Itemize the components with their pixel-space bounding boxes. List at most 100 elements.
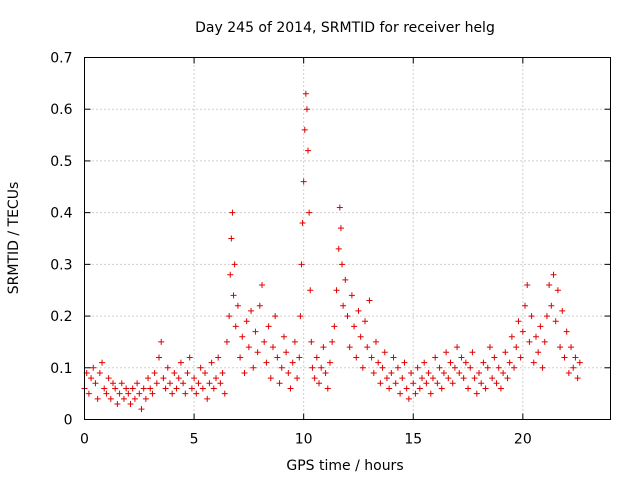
data-point bbox=[261, 338, 268, 345]
data-point bbox=[379, 364, 386, 371]
data-point bbox=[449, 380, 456, 387]
y-tick-label: 0.4 bbox=[50, 206, 72, 222]
data-point bbox=[202, 369, 209, 376]
data-point bbox=[348, 292, 355, 299]
data-point bbox=[543, 313, 550, 320]
data-point bbox=[129, 385, 136, 392]
data-point bbox=[171, 369, 178, 376]
data-point bbox=[390, 354, 397, 361]
axis-ticks bbox=[84, 57, 611, 420]
data-point bbox=[416, 385, 423, 392]
data-point bbox=[320, 344, 327, 351]
data-point bbox=[570, 364, 577, 371]
data-point bbox=[508, 333, 515, 340]
data-point bbox=[568, 344, 575, 351]
data-point bbox=[123, 385, 130, 392]
data-point bbox=[227, 271, 234, 278]
data-point bbox=[386, 385, 393, 392]
data-point bbox=[138, 406, 145, 413]
data-point bbox=[193, 390, 200, 397]
data-point bbox=[125, 390, 132, 397]
data-point bbox=[99, 359, 106, 366]
data-point bbox=[229, 209, 236, 216]
data-point bbox=[145, 375, 152, 382]
data-point bbox=[267, 375, 274, 382]
data-point bbox=[484, 364, 491, 371]
data-point bbox=[276, 380, 283, 387]
data-point bbox=[160, 375, 167, 382]
data-point bbox=[151, 369, 158, 376]
data-point bbox=[486, 344, 493, 351]
data-point bbox=[351, 323, 358, 330]
data-point bbox=[460, 375, 467, 382]
data-point bbox=[513, 344, 520, 351]
data-point bbox=[228, 235, 235, 242]
data-point bbox=[96, 369, 103, 376]
data-point bbox=[204, 395, 211, 402]
data-point bbox=[469, 349, 476, 356]
data-point bbox=[188, 385, 195, 392]
y-tick-label: 0 bbox=[64, 413, 73, 429]
data-point bbox=[199, 385, 206, 392]
data-point bbox=[443, 349, 450, 356]
data-point bbox=[291, 338, 298, 345]
plot-frame bbox=[84, 57, 611, 420]
data-point bbox=[103, 390, 110, 397]
data-point bbox=[482, 385, 489, 392]
data-point bbox=[336, 204, 343, 211]
data-point bbox=[280, 333, 287, 340]
data-point bbox=[248, 307, 255, 314]
data-point bbox=[239, 333, 246, 340]
data-point bbox=[140, 385, 147, 392]
data-point bbox=[576, 359, 583, 366]
data-point bbox=[495, 364, 502, 371]
data-point bbox=[559, 307, 566, 314]
data-point bbox=[316, 380, 323, 387]
data-point bbox=[136, 390, 143, 397]
data-point bbox=[322, 369, 329, 376]
data-point bbox=[546, 282, 553, 289]
data-point bbox=[153, 380, 160, 387]
y-axis-label: SRMTID / TECUs bbox=[6, 182, 22, 295]
data-point bbox=[226, 313, 233, 320]
data-points bbox=[81, 90, 583, 413]
data-point bbox=[563, 328, 570, 335]
data-point bbox=[112, 385, 119, 392]
data-point bbox=[497, 385, 504, 392]
data-point bbox=[401, 359, 408, 366]
data-point bbox=[517, 354, 524, 361]
data-point bbox=[256, 302, 263, 309]
data-point bbox=[335, 245, 342, 252]
data-point bbox=[219, 369, 226, 376]
data-point bbox=[184, 369, 191, 376]
data-point bbox=[519, 328, 526, 335]
data-point bbox=[92, 380, 99, 387]
data-point bbox=[241, 369, 248, 376]
x-tick-label: 5 bbox=[190, 432, 199, 448]
y-tick-label: 0.3 bbox=[50, 257, 72, 273]
data-point bbox=[370, 369, 377, 376]
y-tick-label: 0.6 bbox=[50, 102, 72, 118]
data-point bbox=[530, 359, 537, 366]
data-point bbox=[419, 375, 426, 382]
data-point bbox=[245, 344, 252, 351]
data-point bbox=[259, 282, 266, 289]
data-point bbox=[297, 313, 304, 320]
grid-lines bbox=[84, 57, 611, 420]
data-point bbox=[318, 364, 325, 371]
data-point bbox=[331, 323, 338, 330]
y-tick-labels: 0 0.1 0.2 0.3 0.4 0.5 0.6 0.7 bbox=[50, 51, 72, 429]
data-point bbox=[535, 349, 542, 356]
data-point bbox=[541, 338, 548, 345]
data-point bbox=[532, 333, 539, 340]
data-point bbox=[410, 380, 417, 387]
x-tick-label: 10 bbox=[295, 432, 313, 448]
data-point bbox=[471, 375, 478, 382]
data-point bbox=[421, 359, 428, 366]
data-point bbox=[250, 364, 257, 371]
data-point bbox=[326, 359, 333, 366]
data-point bbox=[506, 359, 513, 366]
data-point bbox=[254, 349, 261, 356]
data-point bbox=[180, 380, 187, 387]
